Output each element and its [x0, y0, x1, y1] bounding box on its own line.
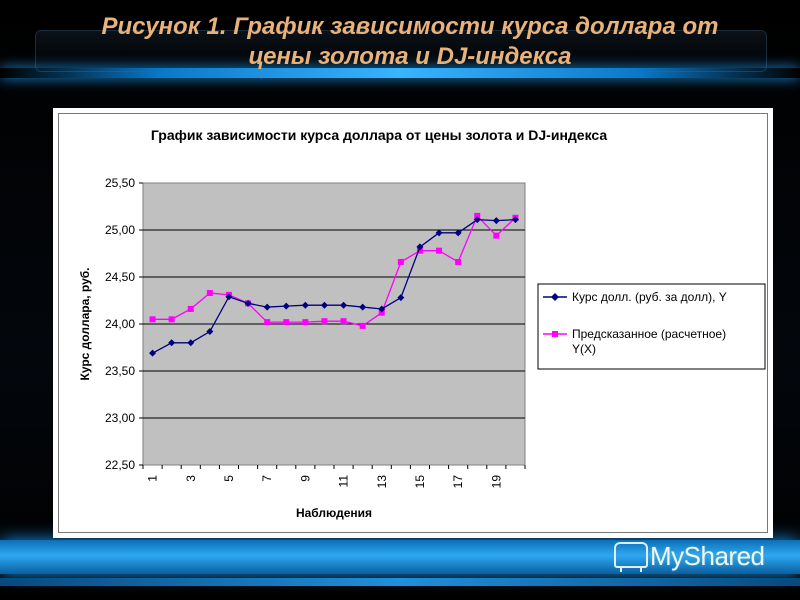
data-point-predicted [397, 258, 404, 265]
data-point-actual [416, 243, 424, 251]
data-point-actual [206, 328, 214, 336]
y-tick-label: 24,50 [105, 270, 135, 284]
data-point-actual [454, 229, 462, 237]
line-chart: График зависимости курса доллара от цены… [78, 127, 766, 520]
legend-marker-actual [551, 293, 559, 301]
data-point-predicted [283, 319, 290, 326]
data-point-actual [168, 339, 176, 347]
legend: Курс долл. (руб. за долл), Y Предсказанн… [537, 283, 766, 370]
data-point-actual [378, 305, 386, 313]
top-glow-bar [0, 68, 800, 78]
x-axis-ticks: 1 3 5 7 9 11 13 15 17 19 [142, 465, 526, 489]
data-point-predicted [168, 316, 175, 323]
title-panel [35, 30, 767, 72]
data-point-actual [149, 349, 157, 357]
grid-lines [143, 229, 525, 419]
chart-title: График зависимости курса доллара от цены… [151, 127, 607, 143]
x-tick-label: 7 [260, 475, 274, 482]
chart-frame: График зависимости курса доллара от цены… [53, 108, 773, 538]
data-point-predicted [493, 232, 500, 239]
x-tick-label: 15 [413, 475, 427, 489]
legend-label-line: Y(X) [572, 342, 596, 356]
data-point-predicted [149, 316, 156, 323]
data-point-predicted [264, 319, 271, 326]
data-point-actual [263, 303, 271, 311]
data-point-actual [473, 216, 481, 224]
data-point-actual [435, 229, 443, 237]
y-tick-label: 23,00 [105, 411, 135, 425]
data-point-actual [320, 301, 328, 309]
legend-box [537, 283, 766, 370]
data-point-actual [282, 302, 290, 310]
data-point-predicted [416, 247, 423, 254]
slide-title: Рисунок 1. График зависимости курса долл… [101, 13, 719, 70]
data-point-actual [340, 301, 348, 309]
y-axis-ticks: 22,50 23,00 23,50 24,00 24,50 25,00 25,50 [105, 176, 143, 472]
y-tick-label: 25,50 [105, 176, 135, 190]
legend-label-actual: Курс долл. (руб. за долл), Y [572, 290, 727, 304]
x-tick-label: 13 [375, 475, 389, 489]
y-tick-label: 24,00 [105, 317, 135, 331]
watermark: MyShared [608, 536, 788, 576]
data-point-predicted [302, 319, 309, 326]
y-tick-label: 25,00 [105, 223, 135, 237]
legend-label-predicted: Предсказанное (расчетное) Y(X) [572, 327, 726, 356]
data-point-predicted [436, 247, 443, 254]
legend-marker-predicted [552, 331, 558, 337]
y-axis-label: Курс доллара, руб. [78, 267, 92, 380]
data-point-actual [244, 299, 252, 307]
legend-label-line: Предсказанное (расчетное) [572, 327, 726, 341]
presentation-icon [614, 542, 648, 572]
data-point-actual [225, 293, 233, 301]
data-point-actual [301, 301, 309, 309]
data-point-actual [397, 294, 405, 302]
data-point-actual [511, 216, 519, 224]
data-point-predicted [455, 258, 462, 265]
y-tick-label: 23,50 [105, 364, 135, 378]
x-tick-label: 19 [489, 475, 503, 489]
data-point-predicted [187, 305, 194, 312]
series-line-predicted [152, 214, 516, 327]
data-point-actual [359, 303, 367, 311]
y-tick-label: 22,50 [105, 458, 135, 472]
bottom-glow-bar [0, 540, 800, 574]
x-tick-label: 17 [451, 475, 465, 489]
data-point-predicted [378, 309, 385, 316]
x-tick-label: 5 [222, 475, 236, 482]
x-tick-label: 9 [298, 475, 312, 482]
watermark-text: MyShared [650, 541, 765, 571]
bottom-glow-line [0, 578, 800, 586]
chart-area: График зависимости курса доллара от цены… [58, 113, 768, 533]
x-tick-label: 1 [146, 475, 160, 482]
data-point-actual [187, 339, 195, 347]
x-tick-label: 3 [184, 475, 198, 482]
x-axis-label: Наблюдения [296, 506, 372, 520]
data-point-predicted [474, 212, 481, 219]
data-point-predicted [206, 289, 213, 296]
data-point-predicted [359, 322, 366, 329]
x-tick-label: 11 [337, 475, 351, 488]
data-point-predicted [321, 318, 328, 325]
series-group [149, 212, 519, 357]
data-point-predicted [340, 318, 347, 325]
data-point-actual [492, 217, 500, 225]
